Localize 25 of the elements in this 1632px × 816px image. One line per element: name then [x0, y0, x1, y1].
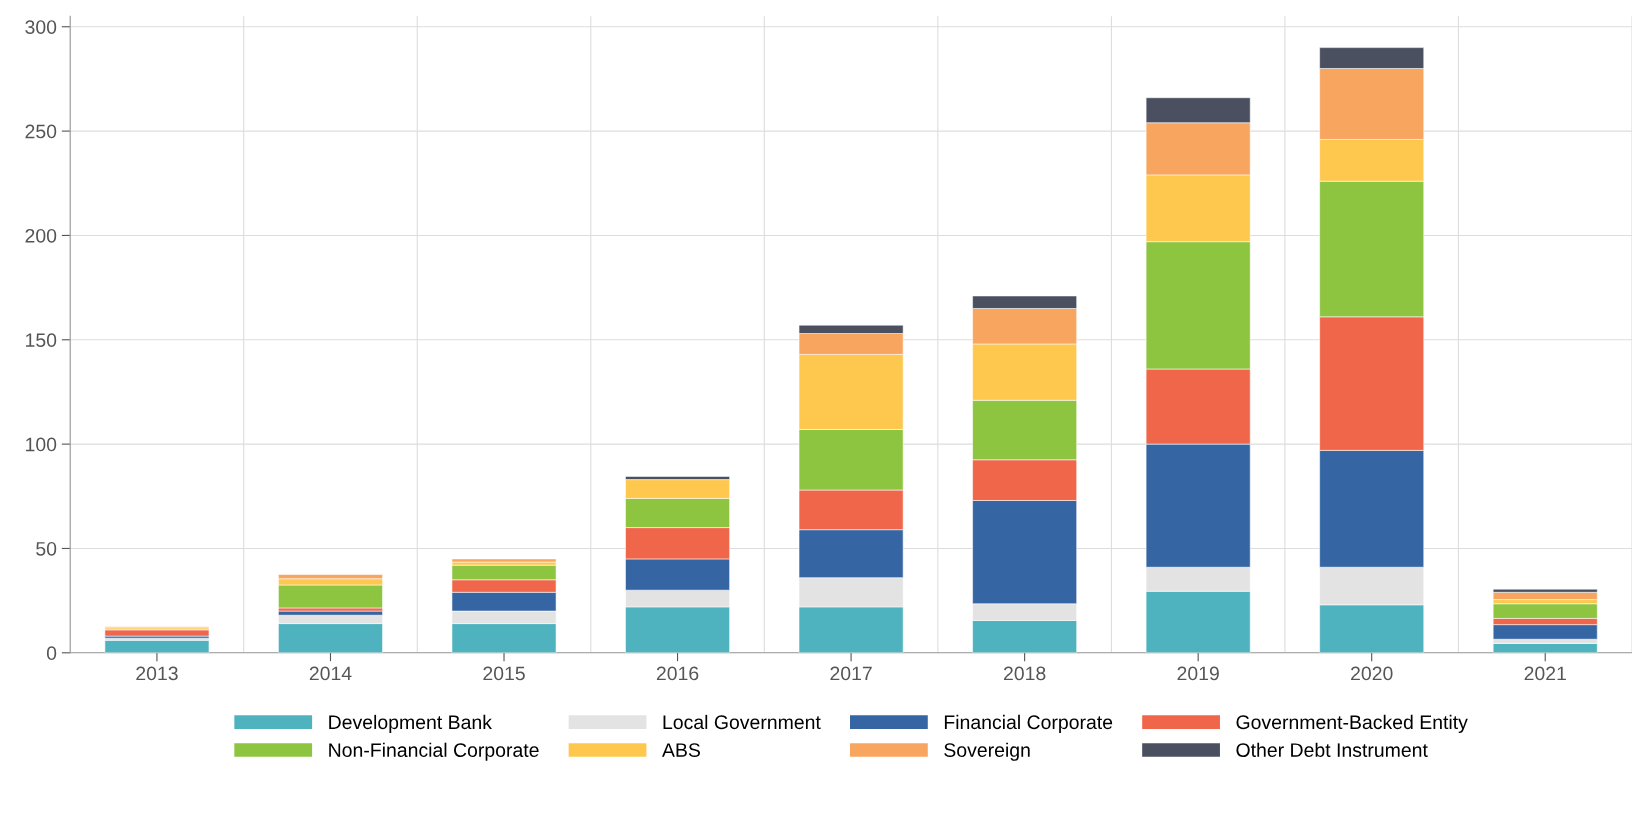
legend-label: Government-Backed Entity: [1236, 714, 1468, 733]
bar: [104, 629, 210, 637]
legend-label: Development Bank: [329, 714, 492, 733]
y-tick-label: 100: [26, 437, 57, 452]
legend-label: Non-Financial Corporate: [329, 742, 539, 761]
legend-label: ABS: [662, 743, 700, 757]
x-tick-label: 2020: [1351, 666, 1393, 681]
x-tick-label: 2013: [136, 666, 178, 681]
x-tick-label: 2021: [1524, 666, 1566, 681]
y-tick-label: 300: [25, 20, 57, 34]
y-tick-label: 50: [36, 541, 57, 556]
legend-label: Sovereign: [944, 742, 1030, 761]
legend-label: Financial Corporate: [944, 714, 1113, 733]
y-tick-label: 0: [46, 646, 57, 661]
legend-label: Local Government: [663, 714, 821, 730]
x-tick-label: 2016: [656, 666, 699, 681]
x-tick-label: 2014: [309, 666, 352, 681]
x-tick-label: 2019: [1177, 666, 1219, 681]
y-tick-label: 150: [26, 333, 57, 348]
x-tick-label: 2017: [830, 666, 872, 681]
legend-label: Other Debt Instrument: [1236, 742, 1428, 757]
y-tick-label: 200: [25, 228, 57, 243]
x-tick-label: 2015: [483, 666, 525, 681]
y-tick-label: 250: [25, 124, 57, 139]
x-tick-label: 2018: [1003, 666, 1046, 681]
